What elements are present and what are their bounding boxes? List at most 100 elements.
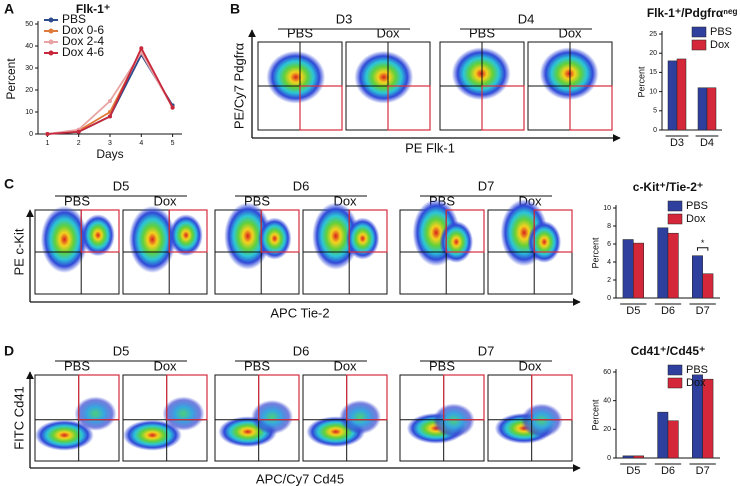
bar [697, 87, 708, 131]
x-tick-label: D6 [661, 305, 675, 317]
gate [166, 374, 208, 421]
bar [706, 87, 717, 131]
significance-bracket [696, 247, 709, 251]
condition-label: PBS [287, 25, 313, 40]
condition-label: Dox [518, 358, 542, 373]
x-tick-label: 5 [171, 140, 175, 147]
condition-label: Dox [153, 193, 177, 208]
y-tick-label: 0 [607, 455, 611, 462]
legend-swatch [667, 377, 683, 389]
legend-label: PBS [686, 200, 708, 212]
y-tick-label: 8 [607, 223, 611, 230]
bar [657, 227, 669, 299]
legend-marker [48, 39, 54, 45]
panel-letter: B [230, 1, 240, 17]
group-label: D6 [293, 343, 310, 358]
legend-label: PBS [686, 364, 708, 376]
cell-density [162, 396, 205, 431]
y-tick-label: 40 [603, 398, 611, 405]
gate [387, 85, 431, 131]
gate [481, 85, 525, 131]
group-label: D6 [293, 178, 310, 193]
flow-x-label: PE Flk-1 [405, 140, 455, 155]
condition-label: PBS [244, 358, 270, 373]
group-label: D7 [478, 343, 495, 358]
cell-density [266, 50, 326, 104]
cell-density [539, 47, 599, 101]
y-axis-label: Percent [590, 237, 600, 269]
x-tick-label: D7 [696, 465, 710, 477]
panel-letter: D [4, 343, 14, 359]
flow-y-label: FITC Cd41 [11, 386, 26, 450]
cell-density [257, 217, 292, 260]
y-axis-label: Percent [636, 66, 646, 98]
bar [702, 273, 714, 299]
legend-label: Dox 0-6 [62, 23, 104, 37]
y-tick-label: 10 [25, 109, 33, 116]
x-tick-label: 1 [45, 140, 49, 147]
x-tick-label: D7 [696, 305, 710, 317]
legend-swatch [667, 213, 683, 225]
x-tick-label: D3 [670, 137, 684, 149]
gate [569, 85, 613, 131]
cell-density [527, 220, 562, 263]
y-axis-label: Percent [590, 399, 600, 431]
y-tick-label: 10 [649, 88, 657, 95]
cell-density [339, 399, 382, 435]
bar [667, 420, 679, 459]
condition-label: Dox [558, 25, 582, 40]
cell-density [169, 214, 203, 257]
y-tick-label: 60 [603, 369, 611, 376]
y-tick-label: 0 [607, 295, 611, 302]
group-label: D5 [113, 178, 130, 193]
gate [78, 374, 120, 421]
point [108, 114, 112, 119]
condition-label: Dox [153, 358, 177, 373]
gate [299, 85, 343, 131]
cell-density [81, 214, 115, 257]
gate [348, 209, 388, 253]
flow-x-label: APC/Cy7 Cd45 [256, 471, 344, 486]
bar [702, 378, 714, 459]
condition-label: Dox [376, 25, 400, 40]
x-tick-label: D4 [700, 137, 714, 149]
x-tick-label: D6 [661, 465, 675, 477]
annotation: * [701, 238, 705, 248]
y-tick-label: 50 [25, 21, 33, 28]
cell-density [251, 399, 294, 435]
panel-letter: C [4, 176, 14, 192]
chart-title: c-Kit⁺/Tie-2⁺ [633, 180, 703, 194]
bar [676, 58, 687, 131]
y-tick-label: 20 [25, 87, 33, 94]
group-label: D4 [518, 11, 535, 26]
bar [667, 60, 678, 131]
y-tick-label: 4 [607, 259, 611, 266]
legend-swatch [691, 39, 707, 51]
cell-density [345, 217, 380, 260]
y-tick-label: 30 [25, 65, 33, 72]
y-tick-label: 10 [603, 205, 611, 212]
point [170, 105, 175, 110]
flow-x-label: APC Tie-2 [270, 305, 329, 320]
chart-title: Cd41⁺/Cd45⁺ [631, 344, 706, 358]
legend-marker [48, 50, 54, 56]
bar [633, 455, 644, 459]
cell-density [432, 403, 475, 438]
x-tick-label: 2 [77, 140, 81, 147]
legend-swatch [667, 364, 683, 376]
y-tick-label: 20 [649, 50, 657, 57]
x-axis-label: Days [96, 147, 123, 161]
legend-label: Dox 4-6 [62, 45, 104, 59]
condition-label: PBS [469, 25, 495, 40]
point [76, 129, 81, 134]
gate [260, 209, 300, 253]
line [47, 46, 174, 135]
gate [168, 209, 208, 253]
condition-label: Dox [333, 358, 357, 373]
flow-y-label: PE c-Kit [11, 228, 26, 275]
legend-label: Dox [686, 377, 706, 389]
gate [533, 209, 573, 253]
y-tick-label: 0 [653, 127, 657, 134]
cell-density [40, 205, 88, 273]
bar [657, 411, 669, 459]
